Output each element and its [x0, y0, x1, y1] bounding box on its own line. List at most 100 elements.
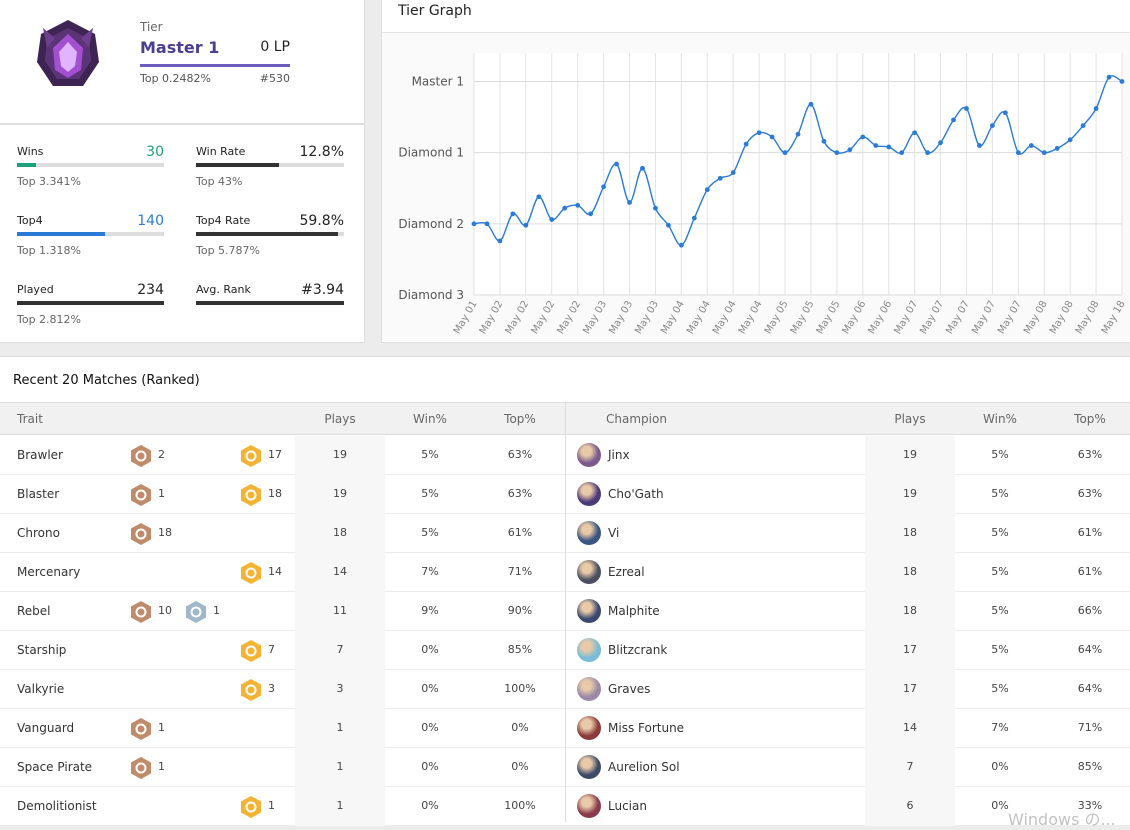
stat-fill [17, 301, 164, 305]
stat-value: 30 [146, 144, 164, 160]
champion-plays-header[interactable]: Plays [894, 412, 926, 426]
trait-top: 71% [507, 565, 533, 578]
champion-top-header[interactable]: Top% [1074, 412, 1106, 426]
trait-badge-icon [241, 445, 261, 467]
champion-row[interactable]: Malphite 18 5% 66% [566, 592, 1130, 631]
trait-row[interactable]: Starship 7 7 0% 85% [0, 631, 566, 670]
tier-top-percent: Top 0.2482% [140, 72, 212, 85]
data-point [601, 184, 606, 190]
champion-portrait-icon [577, 794, 601, 818]
trait-top: 100% [504, 799, 536, 812]
data-point [497, 238, 503, 244]
trait-top-header[interactable]: Top% [504, 412, 536, 426]
trait-row[interactable]: Mercenary 14 14 7% 71% [0, 553, 566, 592]
x-tick-label: May 02 [555, 299, 583, 336]
trait-row[interactable]: Blaster 1 18 19 5% 63% [0, 475, 566, 514]
champion-win-header[interactable]: Win% [983, 412, 1017, 426]
tier-bar [140, 64, 290, 67]
stat-fill [196, 301, 344, 305]
stat-sub: Top 43% [196, 175, 243, 188]
champion-row[interactable]: Graves 17 5% 64% [566, 670, 1130, 709]
champion-header[interactable]: Champion [606, 412, 667, 426]
x-tick-label: May 08 [1048, 299, 1076, 336]
trait-row[interactable]: Vanguard 1 1 0% 0% [0, 709, 566, 748]
trait-plays: 18 [333, 526, 347, 539]
y-tick-label: Diamond 3 [398, 288, 464, 302]
trait-name: Chrono [17, 526, 60, 540]
champion-row[interactable]: Ezreal 18 5% 61% [566, 553, 1130, 592]
tier-name: Master 1 [140, 38, 220, 57]
champion-row[interactable]: Cho'Gath 19 5% 63% [566, 475, 1130, 514]
trait-header[interactable]: Trait [17, 412, 43, 426]
champion-win: 5% [991, 487, 1009, 500]
champion-name: Aurelion Sol [608, 760, 680, 774]
tier-label: Tier [140, 20, 163, 34]
data-point [678, 242, 684, 248]
data-point [886, 144, 892, 150]
stat-fill [196, 232, 339, 236]
data-point [614, 161, 619, 167]
champion-plays: 18 [903, 565, 917, 578]
champion-win: 5% [991, 526, 1009, 539]
data-point [795, 131, 801, 137]
trait-badge-icon [241, 679, 261, 701]
trait-plays: 19 [333, 448, 347, 461]
champion-plays: 19 [903, 448, 917, 461]
trait-win: 9% [421, 604, 439, 617]
data-point [756, 130, 762, 136]
trait-name: Space Pirate [17, 760, 93, 774]
x-tick-label: May 03 [633, 299, 661, 336]
x-tick-label: May 04 [711, 299, 739, 336]
stat-sub: Top 1.318% [17, 244, 82, 257]
x-tick-label: May 06 [867, 299, 895, 336]
plays-shade [295, 670, 385, 709]
data-point [666, 222, 671, 228]
champion-row[interactable]: Vi 18 5% 61% [566, 514, 1130, 553]
data-point [691, 215, 697, 221]
trait-win-header[interactable]: Win% [413, 412, 447, 426]
champion-row[interactable]: Jinx 19 5% 63% [566, 436, 1130, 475]
champion-top: 61% [1077, 565, 1103, 578]
stat-track [196, 163, 344, 167]
plays-shade [295, 514, 385, 553]
x-tick-label: May 02 [530, 299, 558, 336]
champion-name: Lucian [608, 799, 647, 813]
trait-badge-icon [131, 445, 151, 467]
champion-row[interactable]: Miss Fortune 14 7% 71% [566, 709, 1130, 748]
trait-win: 0% [421, 682, 439, 695]
champion-portrait-icon [577, 482, 601, 506]
trait-row[interactable]: Valkyrie 3 3 0% 100% [0, 670, 566, 709]
champion-row[interactable]: Aurelion Sol 7 0% 85% [566, 748, 1130, 787]
stat-label: Played [17, 283, 54, 296]
data-point [925, 150, 930, 156]
trait-badge-icon [131, 484, 151, 506]
trait-badge-count: 7 [268, 643, 275, 656]
tier-lp: 0 LP [260, 39, 290, 55]
stat-label: Top4 [17, 214, 43, 227]
trait-plays-header[interactable]: Plays [324, 412, 356, 426]
champion-top: 33% [1077, 799, 1103, 812]
champion-name: Jinx [608, 448, 630, 462]
plays-shade [865, 436, 955, 475]
plays-shade [295, 436, 385, 475]
stat-track [196, 301, 344, 305]
trait-row[interactable]: Brawler 2 17 19 5% 63% [0, 436, 566, 475]
plot-background [474, 53, 1122, 295]
stat-value: 140 [137, 213, 164, 229]
stat-value: #3.94 [301, 282, 344, 298]
champion-row[interactable]: Blitzcrank 17 5% 64% [566, 631, 1130, 670]
champion-name: Ezreal [608, 565, 645, 579]
data-point [743, 141, 749, 147]
champion-name: Cho'Gath [608, 487, 664, 501]
plays-shade [295, 592, 385, 631]
data-point [1054, 145, 1060, 151]
trait-badge-icon [186, 601, 206, 623]
champion-top: 61% [1077, 526, 1103, 539]
trait-row[interactable]: Chrono 18 18 5% 61% [0, 514, 566, 553]
trait-top: 85% [507, 643, 533, 656]
champion-portrait-icon [577, 755, 601, 779]
trait-row[interactable]: Rebel 10 1 11 9% 90% [0, 592, 566, 631]
trait-row[interactable]: Demolitionist 1 1 0% 100% [0, 787, 566, 826]
trait-row[interactable]: Space Pirate 1 1 0% 0% [0, 748, 566, 787]
